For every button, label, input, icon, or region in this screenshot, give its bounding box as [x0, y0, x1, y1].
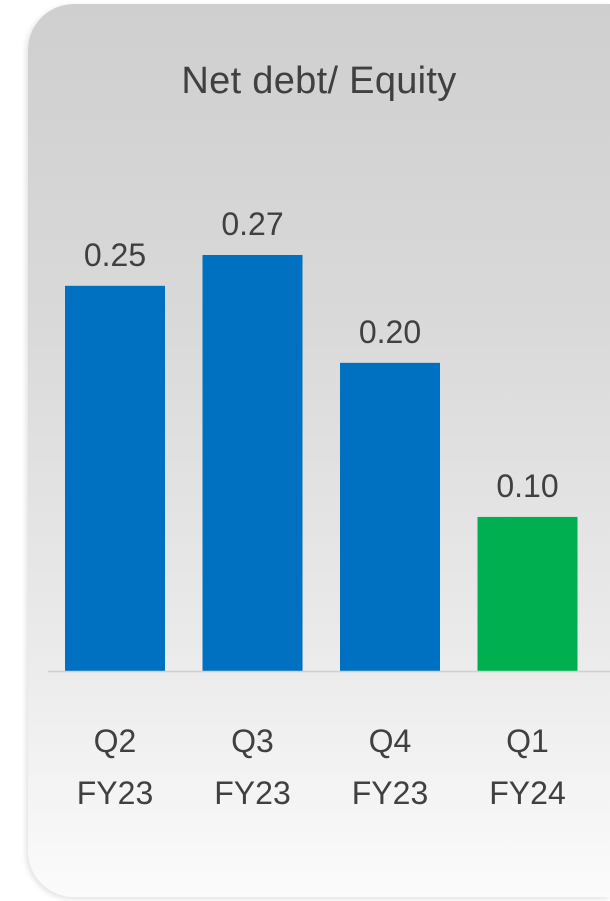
value-label-2: 0.20	[359, 314, 421, 350]
bar-2	[340, 362, 440, 671]
category-labels-group: Q2 FY23 Q3 FY23 Q4 FY23 Q1 FY24	[77, 723, 566, 811]
value-label-3: 0.10	[496, 468, 558, 504]
value-labels-group: 0.25 0.27 0.20 0.10	[84, 206, 559, 504]
category-label-2-line-1: FY23	[352, 775, 428, 811]
bar-0	[65, 285, 165, 671]
category-label-1-line-1: FY23	[214, 775, 290, 811]
value-label-0: 0.25	[84, 237, 146, 273]
value-label-1: 0.27	[221, 206, 283, 242]
bars-group	[65, 255, 578, 671]
bar-3	[477, 516, 578, 671]
category-label-0-line-1: FY23	[77, 775, 153, 811]
category-label-3-line-1: FY24	[489, 775, 565, 811]
category-label-1-line-0: Q3	[231, 723, 274, 759]
chart-title: Net debt/ Equity	[181, 60, 457, 102]
category-label-3-line-0: Q1	[506, 723, 549, 759]
category-label-2-line-0: Q4	[369, 723, 412, 759]
bar-1	[202, 255, 303, 671]
category-label-0-line-0: Q2	[94, 723, 137, 759]
